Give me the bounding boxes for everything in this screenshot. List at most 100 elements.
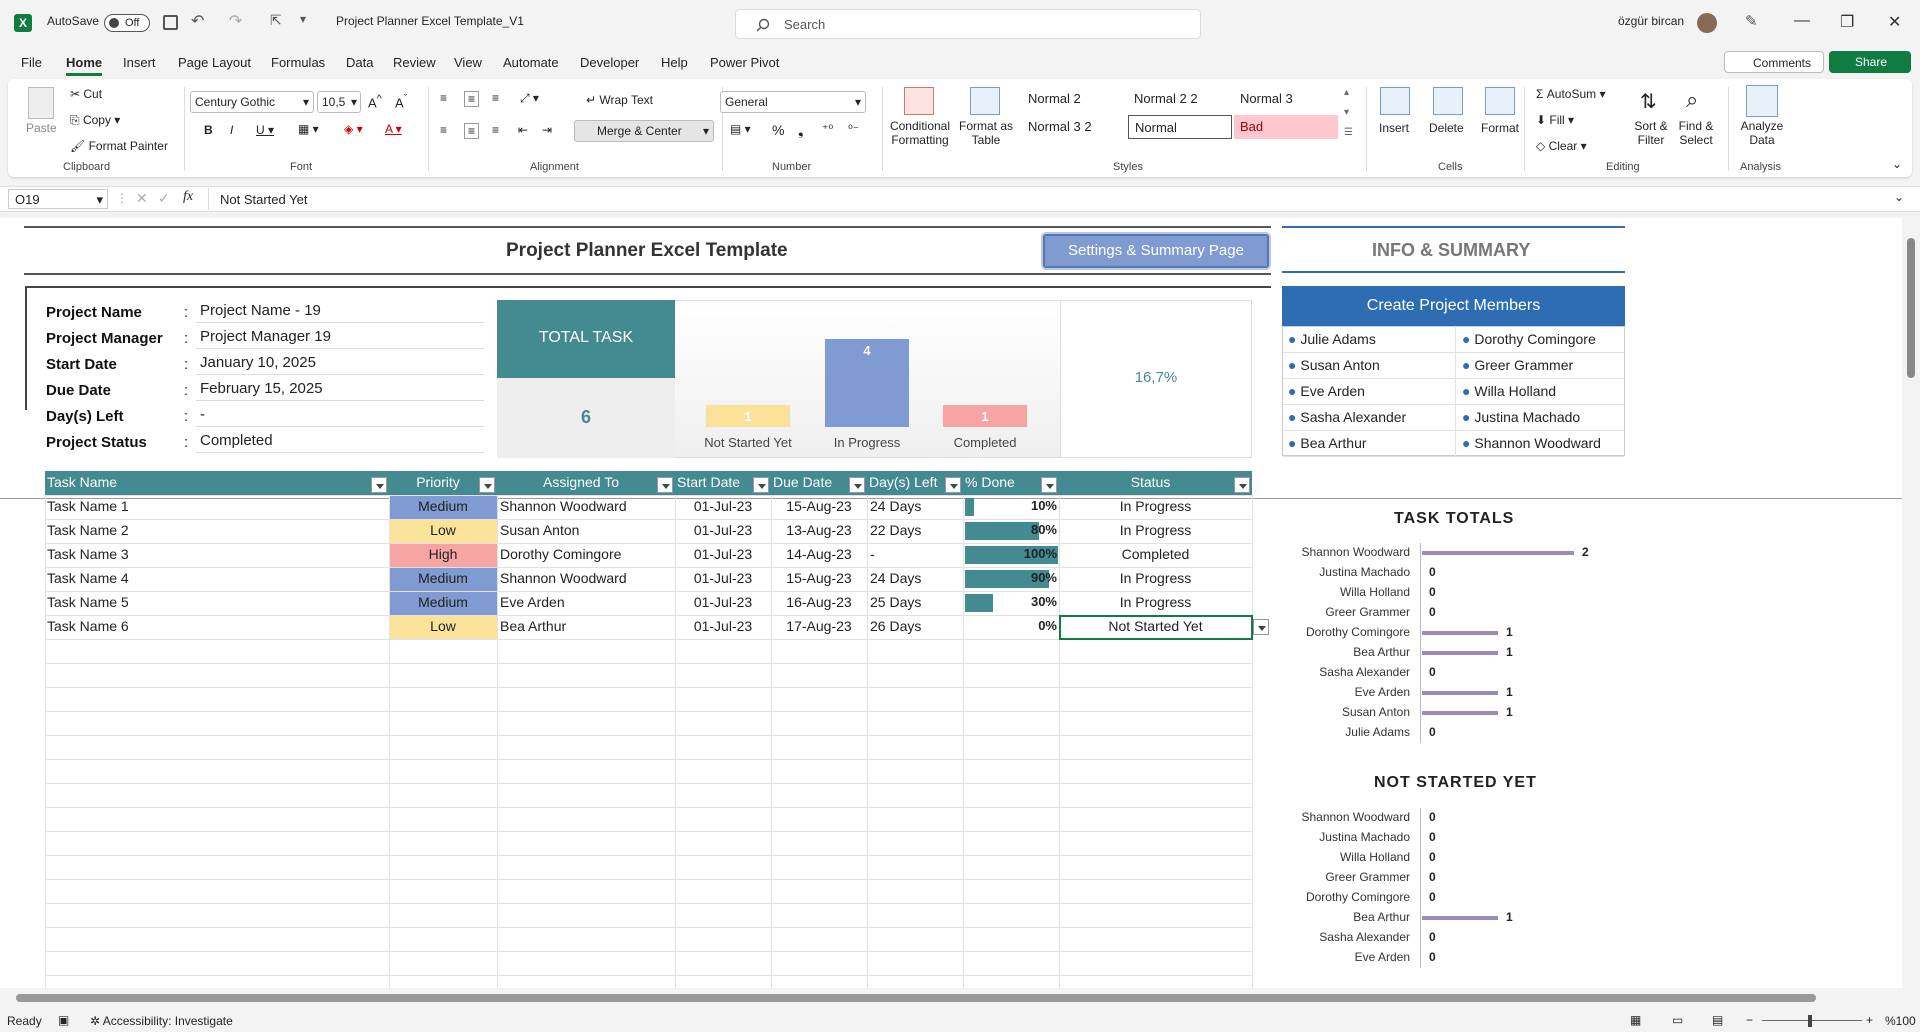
percent-icon[interactable]: %	[772, 122, 785, 138]
format-as-table-button[interactable]: Format as Table	[958, 119, 1013, 147]
days-left-cell[interactable]: 25 Days	[870, 594, 922, 610]
find-select-icon[interactable]: ⌕	[1686, 87, 1699, 112]
italic-icon[interactable]: I	[230, 123, 234, 137]
horizontal-scroll-thumb[interactable]	[16, 994, 1816, 1002]
priority-cell[interactable]: Low	[430, 522, 456, 538]
style-normal[interactable]: Normal	[1128, 115, 1232, 139]
autosum-button[interactable]: Σ AutoSum ▾	[1536, 87, 1606, 101]
borders-icon[interactable]: ▦ ▾	[298, 122, 319, 136]
priority-cell[interactable]: Medium	[418, 498, 468, 514]
undo-icon[interactable]: ↶	[191, 13, 205, 30]
member-item[interactable]: ● Dorothy Comingore	[1462, 331, 1596, 347]
page-layout-view-icon[interactable]: ▭	[1672, 1013, 1684, 1027]
format-cells-button[interactable]: Format	[1481, 121, 1520, 135]
filter-dropdown-icon[interactable]	[1234, 477, 1250, 493]
start-date-cell[interactable]: 01-Jul-23	[693, 498, 753, 514]
task-name-cell[interactable]: Task Name 6	[47, 618, 129, 634]
style-normal-3-2[interactable]: Normal 3 2	[1028, 119, 1092, 134]
tab-view[interactable]: View	[454, 55, 482, 70]
comma-icon[interactable]: ❟	[798, 122, 804, 138]
days-left-cell[interactable]: 26 Days	[870, 618, 922, 634]
formula-input[interactable]: Not Started Yet	[220, 192, 308, 207]
styles-scroll-down-icon[interactable]: ▾	[1344, 107, 1350, 118]
info-value[interactable]: January 10, 2025	[200, 354, 316, 371]
insert-function-icon[interactable]: fx	[183, 189, 194, 204]
member-item[interactable]: ● Susan Anton	[1288, 357, 1380, 373]
pointer-icon[interactable]: ⇱	[270, 12, 282, 28]
wrap-text-button[interactable]: ↵ Wrap Text	[586, 93, 653, 107]
search-box[interactable]: Search	[735, 9, 1201, 39]
number-format-combo[interactable]: General ▾	[720, 91, 866, 113]
member-item[interactable]: ● Sasha Alexander	[1288, 409, 1406, 425]
status-cell[interactable]: Completed	[1121, 546, 1190, 562]
sort-filter-button[interactable]: Sort & Filter	[1634, 119, 1668, 147]
decrease-decimal-icon[interactable]: ⁰⁻	[848, 122, 860, 136]
bold-icon[interactable]: B	[204, 123, 213, 137]
assigned-cell[interactable]: Eve Arden	[500, 594, 565, 610]
assigned-cell[interactable]: Susan Anton	[500, 522, 580, 538]
page-break-view-icon[interactable]: ▤	[1712, 1013, 1724, 1027]
percent-done-cell[interactable]: 0%	[1038, 618, 1057, 633]
filter-dropdown-icon[interactable]	[371, 477, 387, 493]
tab-insert[interactable]: Insert	[123, 55, 156, 70]
filter-dropdown-icon[interactable]	[753, 477, 769, 493]
member-item[interactable]: ● Bea Arthur	[1288, 435, 1367, 451]
info-value[interactable]: Completed	[200, 432, 273, 449]
font-name-combo[interactable]: Century Gothic ▾	[190, 91, 314, 113]
align-left-icon[interactable]: ≡	[440, 123, 448, 137]
format-cells-icon[interactable]	[1485, 87, 1515, 115]
save-icon[interactable]	[163, 15, 178, 30]
status-cell[interactable]: In Progress	[1119, 522, 1192, 538]
redo-icon[interactable]: ↷	[229, 13, 243, 30]
vertical-scroll-thumb[interactable]	[1907, 238, 1915, 378]
info-value[interactable]: February 15, 2025	[200, 380, 323, 397]
clear-button[interactable]: ◇ Clear ▾	[1536, 139, 1587, 153]
info-value[interactable]: Project Manager 19	[200, 328, 331, 345]
filter-dropdown-icon[interactable]	[657, 477, 673, 493]
due-date-cell[interactable]: 16-Aug-23	[786, 594, 852, 610]
expand-formula-bar-icon[interactable]: ⌄	[1894, 190, 1905, 204]
member-item[interactable]: ● Greer Grammer	[1462, 357, 1573, 373]
share-button[interactable]: Share	[1829, 51, 1911, 73]
days-left-cell[interactable]: 22 Days	[870, 522, 922, 538]
filter-dropdown-icon[interactable]	[945, 477, 961, 493]
priority-cell[interactable]: Medium	[418, 594, 468, 610]
info-value[interactable]: Project Name - 19	[200, 302, 321, 319]
horizontal-scrollbar[interactable]	[0, 988, 1920, 1008]
align-bottom-icon[interactable]: ≡	[492, 91, 500, 105]
accessibility-button[interactable]: ✲ Accessibility: Investigate	[90, 1014, 233, 1028]
task-name-cell[interactable]: Task Name 2	[47, 522, 129, 538]
paste-icon[interactable]	[28, 87, 54, 119]
minimize-button[interactable]: —	[1794, 12, 1810, 29]
font-color-icon[interactable]: A ▾	[385, 122, 402, 136]
merge-center-button[interactable]: Merge & Center ▾	[574, 120, 714, 142]
insert-cells-icon[interactable]	[1380, 87, 1410, 115]
start-date-cell[interactable]: 01-Jul-23	[693, 546, 753, 562]
cut-button[interactable]: ✂ Cut	[70, 87, 103, 101]
priority-cell[interactable]: High	[428, 546, 458, 562]
status-cell[interactable]: In Progress	[1119, 570, 1192, 586]
member-item[interactable]: ● Julie Adams	[1288, 331, 1376, 347]
style-normal-2[interactable]: Normal 2	[1028, 91, 1081, 106]
percent-done-cell[interactable]: 100%	[1023, 546, 1057, 561]
task-name-cell[interactable]: Task Name 1	[47, 498, 129, 514]
avatar[interactable]	[1697, 13, 1717, 33]
tab-data[interactable]: Data	[346, 55, 374, 70]
due-date-cell[interactable]: 15-Aug-23	[786, 570, 852, 586]
percent-done-cell[interactable]: 90%	[1030, 570, 1057, 585]
zoom-slider-thumb[interactable]	[1808, 1015, 1812, 1027]
percent-done-cell[interactable]: 10%	[1030, 498, 1057, 513]
styles-scroll-up-icon[interactable]: ▴	[1344, 87, 1350, 98]
zoom-out-icon[interactable]: −	[1746, 1013, 1754, 1027]
percent-done-cell[interactable]: 80%	[1030, 522, 1057, 537]
vertical-scrollbar[interactable]	[1902, 218, 1920, 988]
pen-icon[interactable]: ✎	[1745, 13, 1758, 30]
align-middle-icon[interactable]: ≡	[464, 91, 480, 107]
comments-button[interactable]: Comments	[1724, 51, 1824, 73]
cancel-icon[interactable]: ✕	[136, 190, 148, 206]
assigned-cell[interactable]: Dorothy Comingore	[500, 546, 622, 562]
create-members-button[interactable]: Create Project Members	[1282, 286, 1625, 326]
priority-cell[interactable]: Low	[430, 618, 456, 634]
align-top-icon[interactable]: ≡	[440, 91, 448, 105]
status-dropdown-icon[interactable]	[1253, 619, 1269, 635]
